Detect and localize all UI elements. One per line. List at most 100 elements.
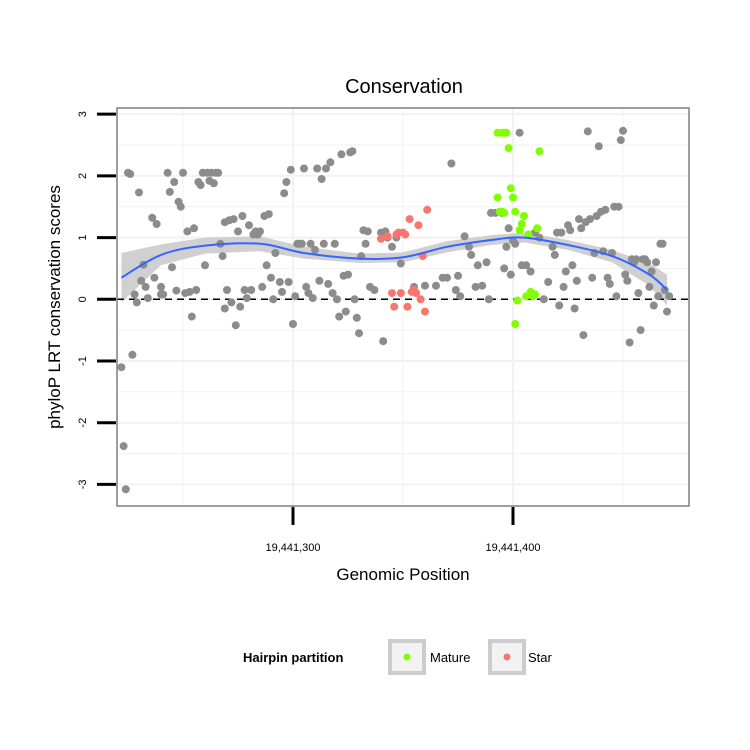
y-tick-label: -1 [77,356,89,366]
data-point-other [159,290,168,299]
data-point-mature [533,224,542,233]
data-point-other [601,205,610,214]
data-point-other [121,485,130,494]
data-point-other [262,261,271,270]
data-point-other [588,273,597,282]
data-point-other [663,307,671,316]
legend: Hairpin partition Mature Star [243,639,553,675]
confidence-band [121,232,667,306]
x-tick-label: 19,441,300 [265,542,320,554]
data-point-other [341,307,350,316]
x-axis: 19,441,300 19,441,400 [265,507,541,554]
data-point-other [500,264,509,273]
series-star [377,205,432,316]
data-point-other [454,271,462,280]
data-point-other [227,298,236,307]
data-point-other [451,286,460,294]
data-point-other [165,187,174,196]
x-axis-title: Genomic Position [336,565,469,584]
data-point-other [119,442,128,451]
data-point-other [223,286,231,294]
data-point-other [302,282,311,291]
data-point-other [220,304,229,313]
data-point-mature [535,147,544,156]
data-point-mature [506,184,515,193]
data-point-other [568,261,577,270]
data-point-other [291,292,300,301]
data-point-other [137,276,146,285]
data-point-mature [504,144,513,153]
data-point-other [163,168,172,177]
data-point-other [660,286,669,294]
chart-title: Conservation [345,76,463,98]
smooth-trend-line [120,236,668,291]
data-point-other [570,304,579,313]
data-point-other [557,228,566,237]
data-points [117,126,674,494]
data-point-other [643,258,652,267]
data-point-star [421,307,429,316]
data-point-other [379,337,388,346]
data-point-other [544,278,553,286]
data-point-other [130,290,139,299]
data-point-other [201,261,209,270]
data-point-other [333,295,341,304]
data-point-mature [511,320,520,328]
data-point-other [614,202,623,211]
data-point-other [324,279,333,288]
data-point-other [654,292,663,301]
data-point-other [634,289,643,298]
data-point-other [583,127,592,136]
data-point-other [150,273,159,282]
data-point-other [278,287,286,296]
data-point-other [218,252,227,261]
data-point-other [152,220,161,228]
y-tick-label: 0 [77,296,89,302]
data-point-other [317,175,326,183]
data-point-other [214,168,223,177]
data-point-star [388,289,396,298]
data-point-other [548,242,557,251]
data-point-other [575,215,583,224]
data-point-other [555,301,564,310]
data-point-other [196,181,205,190]
data-point-other [586,215,594,224]
data-point-star [414,221,423,230]
panel-border [116,107,690,507]
data-point-other [234,227,242,236]
data-point-mature [502,128,511,137]
data-point-other [460,232,469,241]
data-point-other [471,282,480,291]
data-point-other [443,273,451,282]
data-point-other [456,292,465,301]
data-point-other [363,227,372,236]
y-tick-label: 1 [77,235,89,241]
y-tick-label: 2 [77,173,89,179]
data-point-other [157,282,165,291]
data-point-other [141,282,150,291]
data-point-other [192,286,201,294]
data-point-other [258,282,267,291]
data-point-star [412,289,421,298]
data-point-other [478,281,487,290]
data-point-other [636,326,645,335]
data-point-mature [531,290,539,299]
data-point-mature [500,208,509,217]
data-point-other [313,164,322,173]
legend-key-dot [403,653,411,661]
data-point-other [522,261,531,270]
data-point-other [311,245,319,254]
legend-key-dot [503,653,511,661]
smooth-line [120,236,668,291]
data-point-other [559,282,568,291]
data-point-other [236,302,245,311]
data-point-other [308,294,317,303]
data-point-other [256,227,264,236]
data-point-mature [524,230,533,239]
data-point-other [135,188,143,197]
data-point-mature [493,193,502,202]
data-point-other [337,150,346,159]
data-point-other [396,259,405,268]
data-point-other [284,278,293,286]
